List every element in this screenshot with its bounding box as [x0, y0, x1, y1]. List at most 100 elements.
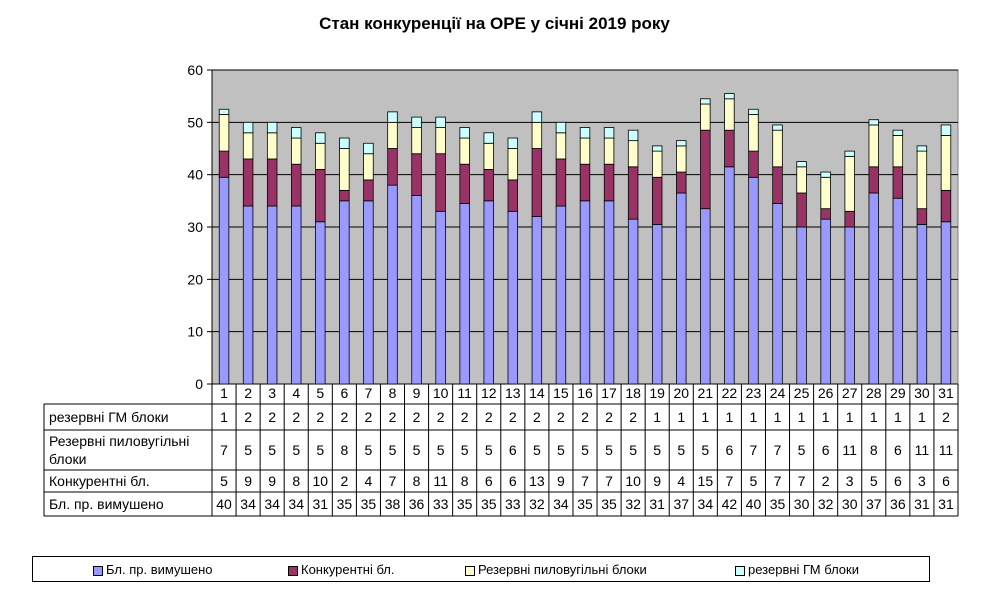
bar-segment — [363, 153, 374, 181]
data-label: 2 — [413, 409, 421, 425]
data-label: 5 — [316, 442, 324, 458]
legend-swatch — [288, 565, 298, 576]
bar-segment — [435, 116, 446, 128]
bar-segment — [435, 210, 446, 385]
bar-segment — [339, 148, 350, 191]
data-label: 5 — [485, 442, 493, 458]
y-tick-label: 20 — [187, 271, 203, 287]
data-label: 6 — [942, 473, 950, 489]
bar-segment — [916, 150, 928, 210]
table-row-label: резервні ГМ блоки — [49, 409, 169, 425]
bar-segment — [411, 195, 422, 385]
data-label: 37 — [673, 496, 689, 512]
chart-title: Стан конкуренції на ОРЕ у січні 2019 рок… — [319, 14, 670, 33]
data-label: 35 — [481, 496, 497, 512]
bar-segment — [531, 111, 543, 123]
data-label: 31 — [914, 496, 930, 512]
x-category-label: 15 — [553, 385, 569, 401]
data-label: 1 — [725, 409, 733, 425]
data-label: 37 — [866, 496, 882, 512]
bar-segment — [507, 210, 519, 385]
table-row-label: Конкурентні бл. — [49, 473, 150, 489]
bar-segment — [676, 145, 687, 173]
bar-segment — [844, 150, 855, 157]
data-label: 5 — [437, 442, 445, 458]
bar-segment — [844, 210, 855, 228]
data-label: 4 — [677, 473, 685, 489]
table-row-label: Резервні пиловугільні — [49, 433, 189, 449]
data-label: 9 — [653, 473, 661, 489]
data-label: 6 — [509, 473, 517, 489]
bar-segment — [363, 142, 374, 155]
bar-segment — [291, 205, 302, 385]
bar-segment — [868, 119, 879, 126]
x-category-label: 31 — [938, 385, 954, 401]
bar-segment — [940, 135, 952, 191]
bar-segment — [724, 93, 735, 100]
data-label: 11 — [842, 442, 857, 458]
bar-segment — [651, 176, 663, 225]
chart-legend: Бл. пр. вимушено Конкурентні бл. Резервні … — [32, 556, 930, 582]
data-label: 6 — [822, 442, 830, 458]
bar-segment — [387, 148, 398, 186]
bar-segment — [868, 166, 879, 194]
bar-segment — [772, 124, 783, 131]
bar-segment — [339, 189, 350, 202]
data-label: 1 — [750, 409, 758, 425]
bar-segment — [868, 124, 879, 168]
bar-segment — [291, 163, 302, 207]
bar-segment — [796, 226, 807, 385]
x-category-label: 11 — [457, 385, 472, 401]
data-label: 7 — [798, 473, 806, 489]
data-label: 34 — [240, 496, 256, 512]
bar-segment — [892, 197, 904, 385]
data-label: 13 — [529, 473, 545, 489]
bar-segment — [820, 171, 831, 178]
legend-label: Резервні пиловугільні блоки — [478, 562, 647, 577]
bar-segment — [459, 137, 470, 165]
data-label: 5 — [365, 442, 373, 458]
bar-segment — [748, 108, 759, 115]
bar-segment — [724, 166, 735, 385]
x-category-label: 1 — [220, 385, 228, 401]
data-label: 5 — [677, 442, 685, 458]
bar-segment — [411, 127, 422, 155]
data-label: 31 — [938, 496, 954, 512]
data-label: 2 — [365, 409, 373, 425]
data-label: 7 — [605, 473, 613, 489]
data-label: 5 — [533, 442, 541, 458]
x-category-label: 25 — [794, 385, 810, 401]
data-label: 34 — [264, 496, 280, 512]
data-label: 2 — [509, 409, 517, 425]
data-label: 3 — [918, 473, 926, 489]
legend-swatch — [735, 565, 745, 576]
x-category-label: 9 — [413, 385, 421, 401]
data-label: 9 — [268, 473, 276, 489]
data-label: 2 — [605, 409, 613, 425]
bar-segment — [459, 127, 470, 139]
x-category-label: 27 — [842, 385, 858, 401]
data-label: 30 — [794, 496, 810, 512]
x-category-label: 2 — [244, 385, 252, 401]
data-label: 8 — [870, 442, 878, 458]
bar-segment — [387, 121, 398, 149]
data-label: 7 — [750, 442, 758, 458]
bar-segment — [387, 184, 398, 385]
data-label: 3 — [846, 473, 854, 489]
bar-segment — [844, 155, 855, 212]
data-label: 7 — [774, 442, 782, 458]
data-label: 6 — [485, 473, 493, 489]
bar-segment — [218, 150, 230, 178]
data-label: 11 — [433, 473, 448, 489]
x-category-label: 29 — [890, 385, 906, 401]
bar-segment — [242, 205, 254, 385]
bar-segment — [218, 108, 230, 115]
x-category-label: 23 — [746, 385, 762, 401]
data-label: 6 — [894, 442, 902, 458]
x-category-label: 28 — [866, 385, 882, 401]
legend-swatch — [465, 565, 475, 576]
data-label: 5 — [220, 473, 228, 489]
data-label: 8 — [292, 473, 300, 489]
legend-label: резервні ГМ блоки — [748, 562, 859, 577]
data-label: 31 — [313, 496, 329, 512]
